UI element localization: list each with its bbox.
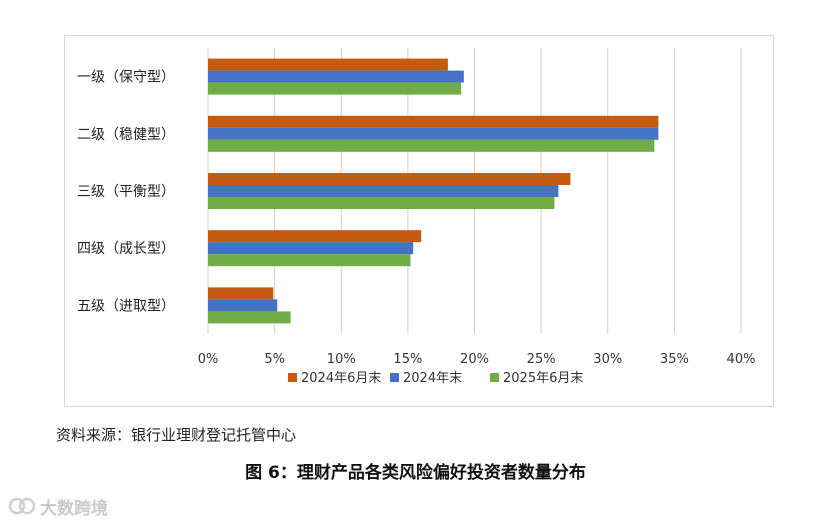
bars [208, 58, 659, 324]
bar [208, 230, 422, 243]
figure-caption: 图 6：理财产品各类风险偏好投资者数量分布 [245, 463, 586, 483]
bar [208, 70, 464, 83]
legend-entry: 2025年6月末 [503, 371, 583, 386]
x-tick-label: 35% [660, 352, 689, 367]
x-tick-label: 5% [264, 352, 285, 367]
bar [208, 299, 278, 312]
category-label: 二级（稳健型） [77, 127, 175, 143]
bar [208, 311, 291, 324]
category-label: 三级（平衡型） [77, 184, 175, 200]
legend-swatch [490, 373, 499, 382]
bar [208, 197, 555, 209]
bar [208, 82, 462, 95]
bar [208, 287, 274, 300]
legend-swatch [288, 373, 297, 382]
x-tick-label: 25% [527, 352, 556, 367]
legend-entry: 2024年6月末 [301, 371, 381, 386]
legend-entry: 2024年末 [403, 371, 462, 386]
bar [208, 254, 411, 267]
x-tick-label: 20% [460, 352, 489, 367]
bar-chart: 一级（保守型） 二级（稳健型） 三级（平衡型） 四级（成长型） 五级（进取型） 0% 5%… [77, 48, 756, 386]
category-label: 四级（成长型） [77, 241, 175, 257]
category-label: 五级（进取型） [77, 298, 175, 314]
bar [208, 58, 448, 71]
watermark-logo-icon [8, 497, 36, 515]
bar [208, 242, 414, 255]
watermark: 大数跨境 [8, 494, 108, 519]
x-tick-label: 40% [727, 352, 756, 367]
bar [208, 139, 655, 152]
x-tick-labels: 0% 5% 10% 15% 20% 25% 30% 35% 40% [198, 352, 756, 367]
bar [208, 173, 571, 185]
watermark-text: 大数跨境 [40, 498, 108, 519]
source-note: 资料来源：银行业理财登记托管中心 [56, 426, 297, 444]
legend-swatch [390, 373, 399, 382]
x-tick-label: 15% [393, 352, 422, 367]
category-label: 一级（保守型） [77, 70, 175, 86]
x-tick-label: 10% [327, 352, 356, 367]
bar [208, 185, 559, 197]
chart-frame: 一级（保守型） 二级（稳健型） 三级（平衡型） 四级（成长型） 五级（进取型） 0% 5%… [64, 35, 774, 407]
bar [208, 115, 659, 128]
x-tick-label: 0% [198, 352, 219, 367]
bar [208, 127, 659, 140]
legend: 2024年6月末 2024年末 2025年6月末 [288, 371, 583, 386]
category-labels: 一级（保守型） 二级（稳健型） 三级（平衡型） 四级（成长型） 五级（进取型） [77, 70, 175, 315]
x-tick-label: 30% [593, 352, 622, 367]
